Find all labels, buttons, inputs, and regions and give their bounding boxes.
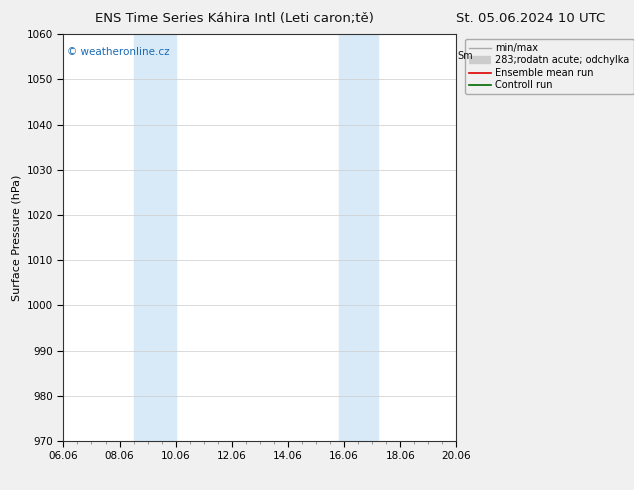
- Text: St. 05.06.2024 10 UTC: St. 05.06.2024 10 UTC: [456, 12, 605, 25]
- Text: © weatheronline.cz: © weatheronline.cz: [67, 47, 170, 56]
- Bar: [134, 34, 176, 441]
- Text: ENS Time Series Káhira Intl (Leti caron;tě): ENS Time Series Káhira Intl (Leti caron;…: [95, 12, 374, 25]
- Bar: [339, 34, 378, 441]
- Text: Sm: Sm: [458, 51, 474, 61]
- Y-axis label: Surface Pressure (hPa): Surface Pressure (hPa): [11, 174, 21, 301]
- Legend: min/max, 283;rodatn acute; odchylka, Ensemble mean run, Controll run: min/max, 283;rodatn acute; odchylka, Ens…: [465, 39, 633, 94]
